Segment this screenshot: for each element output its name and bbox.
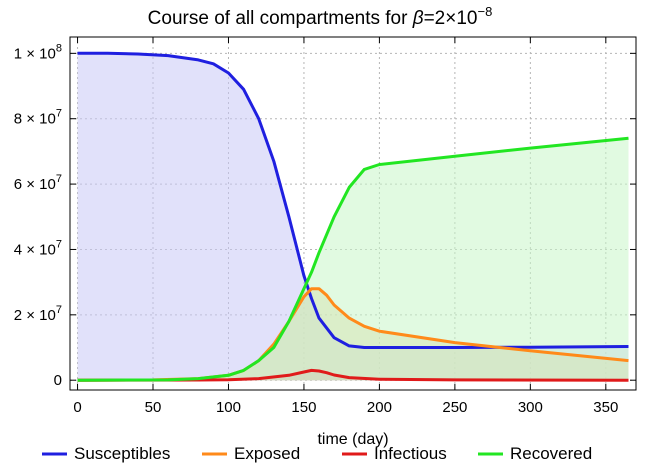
- series-areas: [77, 53, 629, 381]
- y-tick-label: 1 × 108: [14, 42, 62, 62]
- x-tick-label: 50: [145, 399, 162, 416]
- area-recovered: [77, 138, 629, 381]
- x-tick-label: 250: [442, 399, 467, 416]
- y-tick-label: 0: [54, 372, 62, 389]
- legend-label-recovered: Recovered: [510, 444, 592, 463]
- legend: Susceptibles Exposed Infectious Recovered: [42, 444, 592, 463]
- x-axis: 0 50 100 150 200 250 300 350: [73, 37, 618, 416]
- title-prefix: Course of all compartments for: [148, 8, 413, 29]
- y-tick-label: 6 × 107: [14, 173, 62, 193]
- x-tick-label: 300: [518, 399, 543, 416]
- series-lines: [77, 51, 629, 382]
- y-tick-exponent: 7: [56, 108, 62, 120]
- y-tick-label: 2 × 107: [14, 304, 62, 324]
- y-tick-exponent: 8: [56, 42, 62, 54]
- y-tick-base: 1 × 10: [14, 45, 56, 62]
- title-mantissa: =2×10: [424, 8, 478, 29]
- x-tick-label: 200: [367, 399, 392, 416]
- y-tick-exponent: 7: [56, 238, 62, 250]
- legend-label-susceptibles: Susceptibles: [74, 444, 170, 463]
- x-axis-label: time (day): [317, 431, 388, 448]
- y-tick-exponent: 7: [56, 173, 62, 185]
- line-susceptibles: [77, 51, 629, 349]
- y-tick-exponent: 7: [56, 304, 62, 316]
- x-tick-label: 350: [593, 399, 618, 416]
- y-tick-base: 2 × 10: [14, 307, 56, 324]
- legend-label-infectious: Infectious: [374, 444, 447, 463]
- y-tick-label: 4 × 107: [14, 238, 62, 258]
- line-recovered: [77, 136, 629, 382]
- legend-label-exposed: Exposed: [234, 444, 300, 463]
- area-susceptibles: [77, 53, 629, 381]
- chart-title: Course of all compartments for β=2×10−8: [148, 4, 493, 29]
- x-tick-label: 100: [216, 399, 241, 416]
- y-tick-base: 6 × 10: [14, 176, 56, 193]
- line-infectious: [77, 368, 629, 382]
- y-tick-label: 8 × 107: [14, 108, 62, 128]
- title-exponent: −8: [477, 4, 492, 19]
- title-beta: β: [412, 8, 424, 29]
- plot-frame: [69, 36, 637, 391]
- y-tick-base: 4 × 10: [14, 241, 56, 258]
- x-tick-label: 150: [291, 399, 316, 416]
- x-tick-label: 0: [73, 399, 81, 416]
- y-tick-base: 8 × 10: [14, 111, 56, 128]
